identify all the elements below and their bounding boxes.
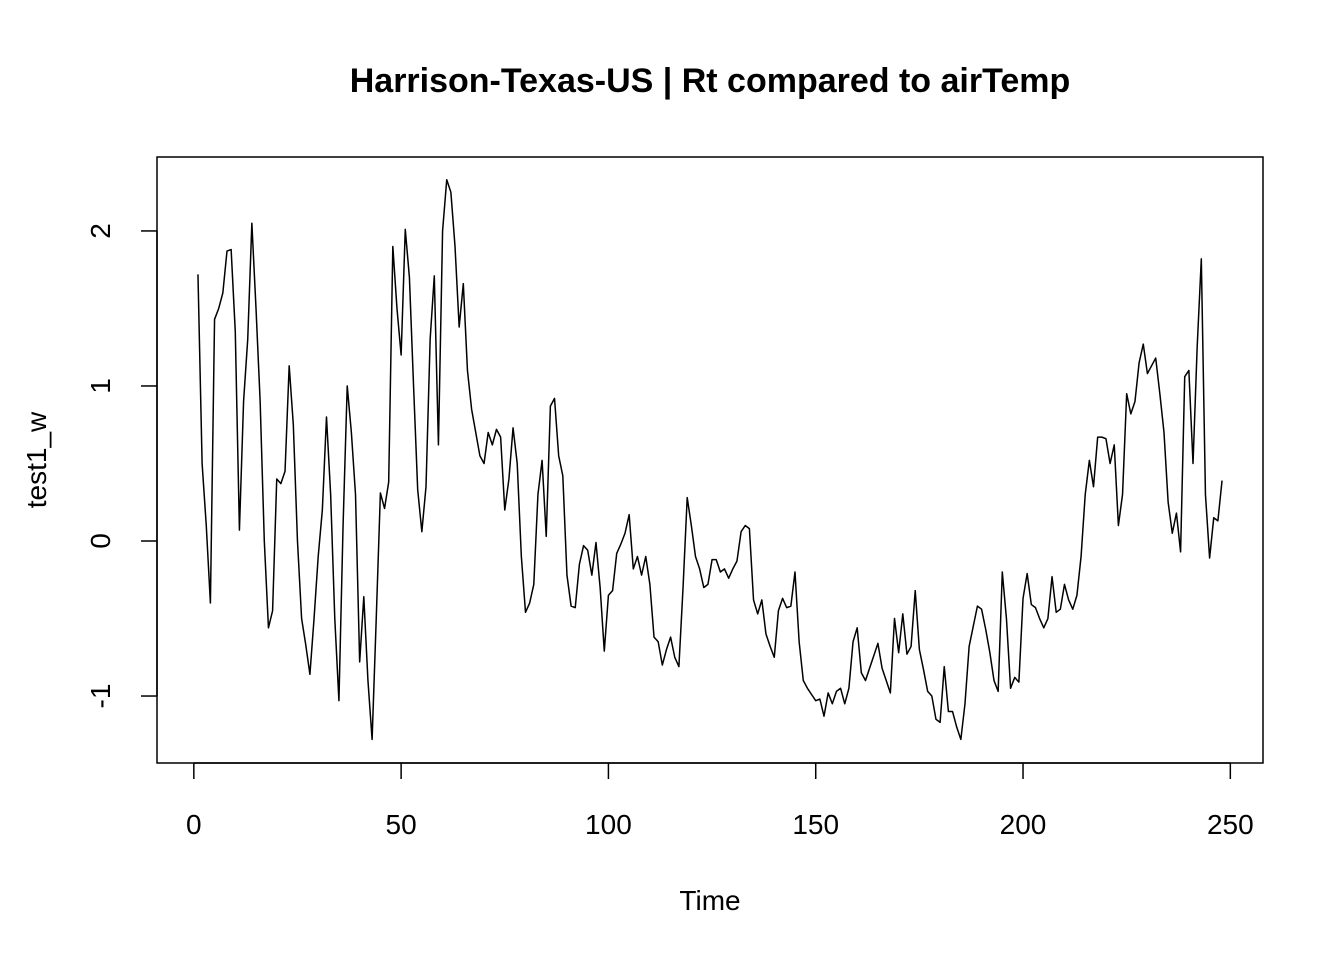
y-tick-label: -1 xyxy=(85,684,116,709)
y-tick-label: 1 xyxy=(85,378,116,394)
y-tick-label: 0 xyxy=(85,533,116,549)
x-tick-label: 250 xyxy=(1207,809,1254,840)
x-tick-label: 200 xyxy=(1000,809,1047,840)
chart-title: Harrison-Texas-US | Rt compared to airTe… xyxy=(350,62,1071,100)
x-tick-label: 150 xyxy=(792,809,839,840)
x-tick-label: 100 xyxy=(585,809,632,840)
y-tick-label: 2 xyxy=(85,223,116,239)
x-tick-label: 50 xyxy=(386,809,417,840)
y-axis-title: test1_w xyxy=(21,411,52,508)
x-axis-title: Time xyxy=(679,885,740,916)
x-tick-label: 0 xyxy=(186,809,202,840)
data-line xyxy=(197,179,1223,741)
